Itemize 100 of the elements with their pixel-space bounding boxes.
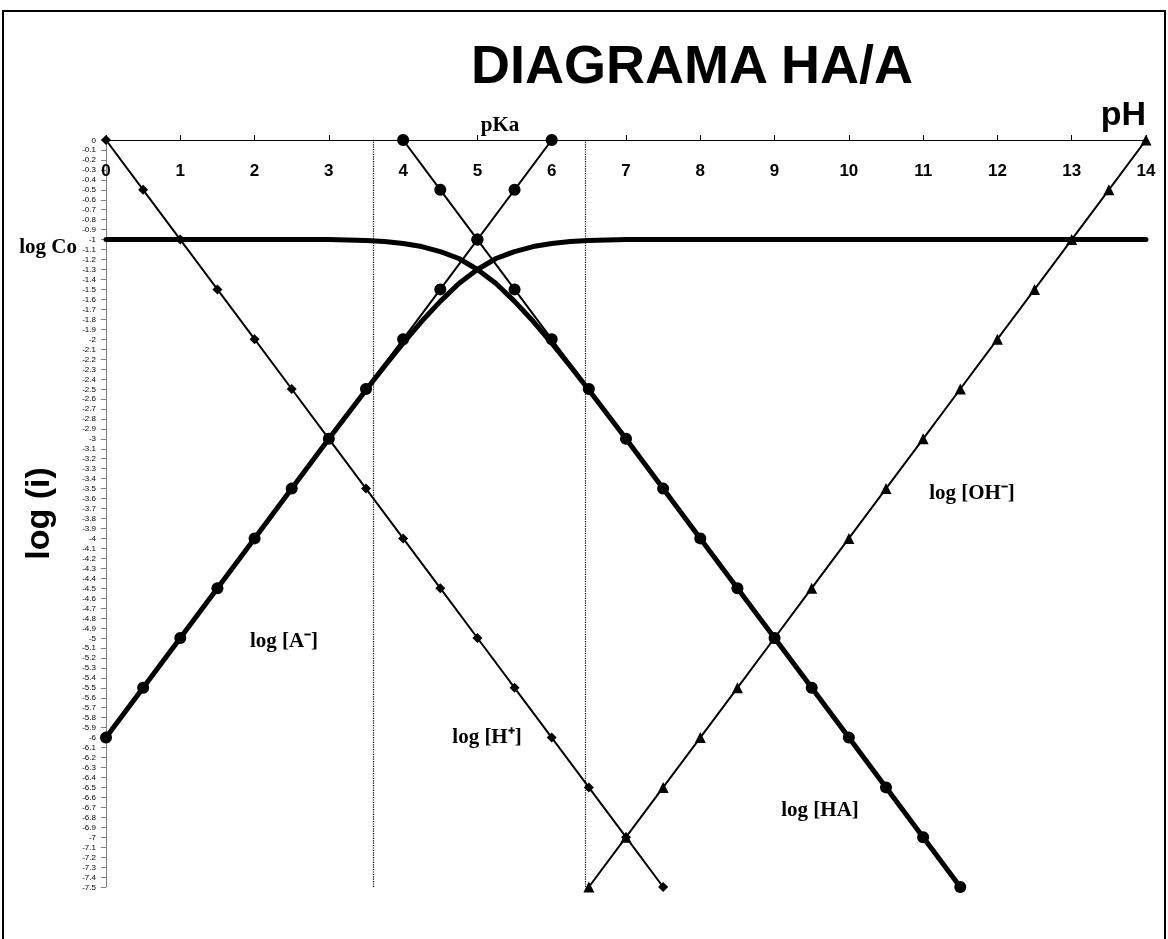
x-tick-label: 0 — [101, 161, 111, 180]
y-tick-label: -5.7 — [82, 703, 97, 713]
y-tick-label: -1.5 — [82, 284, 97, 294]
x-tick-label: 2 — [249, 161, 260, 180]
y-tick-label: -2.8 — [82, 414, 97, 424]
y-tick-label: -1.9 — [82, 324, 97, 334]
y-tick-label: -1.8 — [82, 314, 97, 324]
y-tick-label: -3.2 — [82, 454, 97, 464]
y-tick-label: -0.8 — [82, 215, 97, 225]
y-tick-label: -2.2 — [82, 354, 97, 364]
y-tick-label: -1.1 — [82, 245, 97, 255]
y-tick-label: -2.6 — [82, 394, 97, 404]
y-tick-label: -5 — [88, 633, 97, 643]
annotation: log [A⁻] — [249, 628, 319, 652]
x-tick-label: 7 — [621, 161, 631, 180]
x-tick-label: 11 — [914, 161, 933, 180]
y-tick-label: 0 — [91, 135, 97, 145]
y-tick-label: -5.3 — [82, 663, 97, 673]
y-tick-label: -0.5 — [82, 185, 97, 195]
y-tick-label: -3 — [88, 434, 97, 444]
y-tick-label: -3.6 — [82, 494, 97, 504]
y-tick-label: -0.4 — [82, 175, 97, 185]
y-tick-label: -7.2 — [82, 852, 97, 862]
y-tick-label: -2.1 — [82, 344, 97, 354]
annotation: log [H⁺] — [452, 724, 522, 748]
y-tick-label: -4.9 — [82, 623, 97, 633]
y-tick-label: -5.8 — [82, 713, 97, 723]
y-tick-label: -6.8 — [82, 812, 97, 822]
x-tick-label: 9 — [769, 161, 780, 180]
y-tick-label: -0.6 — [82, 195, 97, 205]
y-tick-label: -4.7 — [82, 603, 97, 613]
y-tick-label: -2.5 — [82, 384, 97, 394]
y-tick-label: -7 — [88, 832, 97, 842]
y-tick-label: -3.9 — [82, 523, 97, 533]
y-tick-label: -6.5 — [82, 782, 97, 792]
y-tick-label: -7.4 — [82, 872, 97, 882]
y-tick-label: -3.7 — [82, 504, 97, 514]
y-tick-label: -6.2 — [82, 753, 97, 763]
y-axis-title: log (i) — [18, 467, 56, 560]
annotation: log [HA] — [781, 797, 859, 821]
chart-title: DIAGRAMA HA/A — [471, 34, 913, 94]
x-tick-label: 8 — [695, 161, 706, 180]
y-tick-label: -2.9 — [82, 424, 97, 434]
y-tick-label: -3.3 — [82, 464, 97, 474]
y-tick-label: -2.4 — [82, 374, 97, 384]
x-tick-label: 6 — [546, 161, 557, 180]
y-tick-label: -1.3 — [82, 264, 97, 274]
y-tick-label: -6.1 — [82, 743, 97, 753]
y-tick-label: -6.6 — [82, 792, 97, 802]
y-tick-label: -2.3 — [82, 364, 97, 374]
y-tick-label: -4.2 — [82, 553, 97, 563]
y-tick-label: -4.5 — [82, 583, 97, 593]
y-tick-label: -0.7 — [82, 205, 97, 215]
y-tick-label: -6.9 — [82, 822, 97, 832]
y-tick-label: -7.3 — [82, 862, 97, 872]
y-tick-label: -4 — [88, 533, 97, 543]
y-tick-label: -5.6 — [82, 693, 97, 703]
y-tick-label: -1.7 — [82, 304, 97, 314]
y-tick-label: -1.4 — [82, 274, 97, 284]
x-tick-label: 10 — [839, 161, 859, 180]
y-tick-label: -0.1 — [82, 145, 97, 155]
y-tick-label: -5.5 — [82, 683, 97, 693]
y-tick-label: -4.8 — [82, 613, 97, 623]
y-tick-label: -4.4 — [82, 573, 97, 583]
y-tick-label: -3.8 — [82, 513, 97, 523]
y-tick-label: -3.4 — [82, 474, 97, 484]
y-tick-label: -7.1 — [82, 842, 97, 852]
y-tick-label: -0.3 — [82, 165, 97, 175]
x-tick-label: 14 — [1136, 161, 1156, 180]
y-tick-label: -2.7 — [82, 404, 97, 414]
y-tick-label: -0.2 — [82, 155, 97, 165]
x-tick-label: 1 — [175, 161, 186, 180]
y-tick-label: -4.1 — [82, 543, 97, 553]
y-tick-label: -4.3 — [82, 563, 97, 573]
x-axis-title: pH — [1100, 94, 1146, 132]
x-tick-label: 5 — [472, 161, 483, 180]
y-tick-label: -5.9 — [82, 723, 97, 733]
y-tick-label: -3.1 — [82, 444, 97, 454]
x-tick-label: 3 — [324, 161, 334, 180]
x-tick-label: 4 — [398, 161, 409, 180]
y-tick-label: -5.4 — [82, 673, 97, 683]
y-tick-label: -5.2 — [82, 653, 97, 663]
y-tick-label: -0.9 — [82, 225, 97, 235]
y-tick-label: -6 — [88, 733, 97, 743]
x-tick-label: 12 — [987, 161, 1007, 180]
y-tick-label: -7.5 — [82, 882, 97, 892]
y-tick-label: -4.6 — [82, 593, 97, 603]
y-tick-label: -1.2 — [82, 255, 97, 265]
y-tick-label: -3.5 — [82, 484, 97, 494]
y-tick-label: -6.3 — [82, 762, 97, 772]
text: pKa — [480, 111, 520, 136]
y-tick-label: -1.6 — [82, 294, 97, 304]
y-tick-label: -2 — [88, 334, 97, 344]
y-tick-label: -5.1 — [82, 643, 97, 653]
y-tick-label: -6.7 — [82, 802, 97, 812]
text: log Co — [19, 234, 77, 258]
annotation: log [OH⁻] — [929, 480, 1015, 504]
y-tick-label: -6.4 — [82, 772, 97, 782]
y-tick-label: -1 — [88, 235, 97, 245]
x-tick-label: 13 — [1062, 161, 1082, 180]
